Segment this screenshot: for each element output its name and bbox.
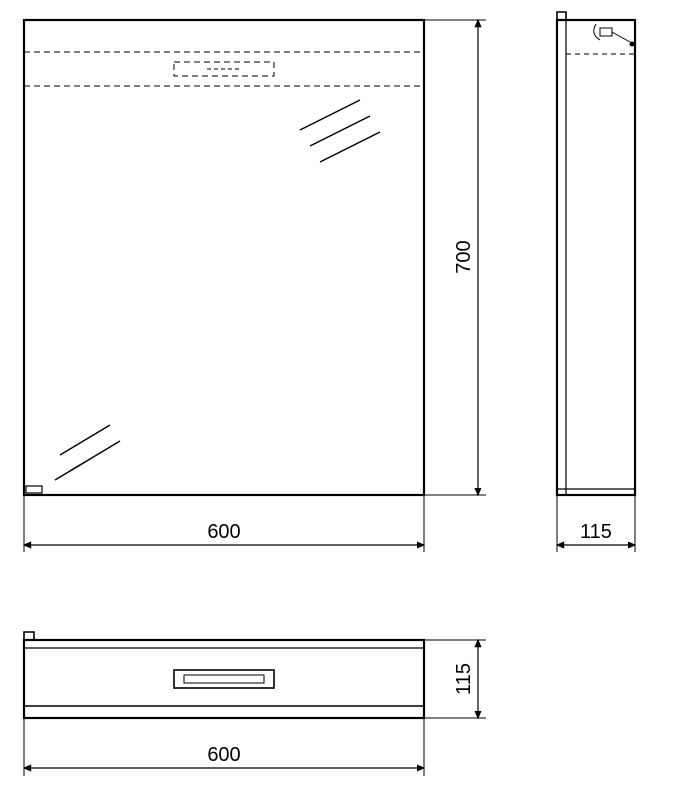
mirror-front-outline xyxy=(24,20,424,495)
side-outline xyxy=(557,20,635,495)
top-slot xyxy=(174,670,274,688)
dim-label-height: 700 xyxy=(453,240,475,273)
side-view xyxy=(557,12,635,495)
top-lip xyxy=(24,632,34,640)
technical-drawing: 600 700 115 xyxy=(0,0,676,800)
glare-top xyxy=(300,100,380,162)
side-top-lip xyxy=(557,12,566,20)
front-view xyxy=(24,20,424,495)
hinge-notch xyxy=(26,486,42,493)
dim-label-top-width: 600 xyxy=(207,744,240,766)
top-slot-inner xyxy=(184,675,264,683)
dim-label-side-width: 115 xyxy=(580,521,612,543)
cable-plug-icon xyxy=(594,24,634,46)
dim-label-front-width: 600 xyxy=(207,521,240,543)
dim-label-top-height: 115 xyxy=(453,663,475,695)
top-view xyxy=(24,632,424,718)
glare-bottom xyxy=(55,425,120,480)
